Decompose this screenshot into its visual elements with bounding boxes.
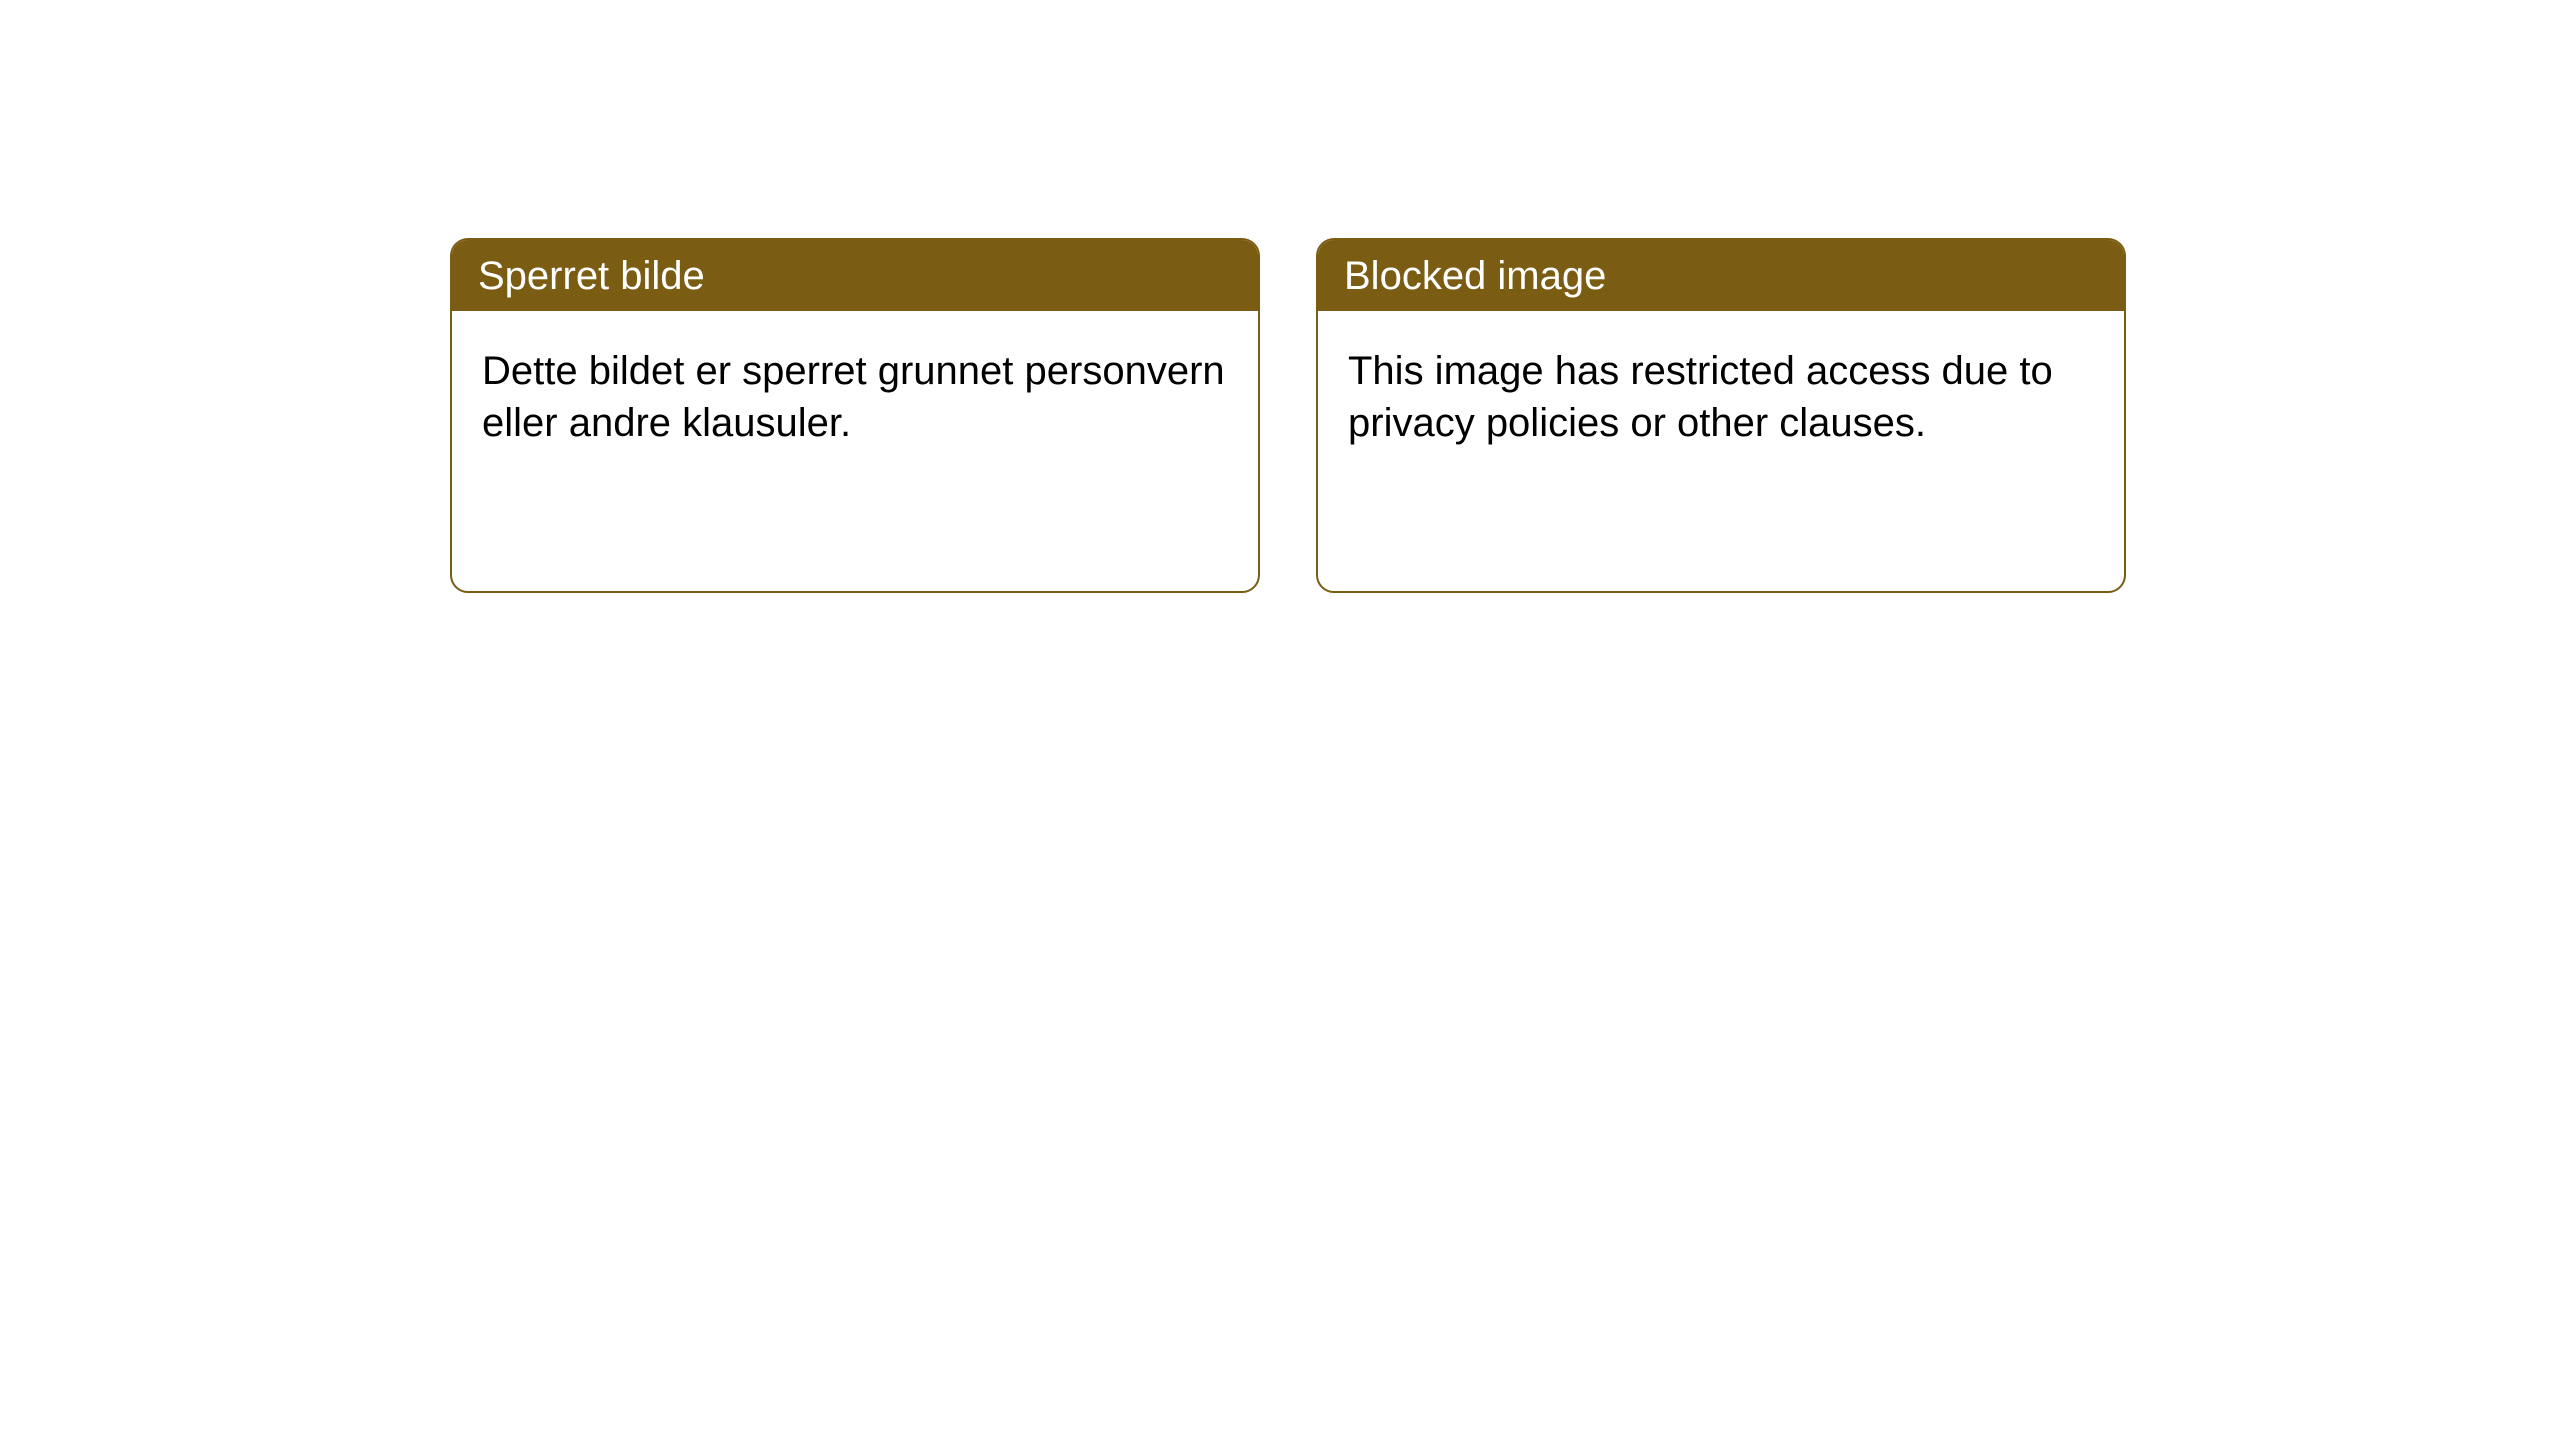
card-body-text: Dette bildet er sperret grunnet personve… — [452, 311, 1258, 591]
notice-card-english: Blocked image This image has restricted … — [1316, 238, 2126, 593]
card-title: Sperret bilde — [452, 240, 1258, 311]
card-body-text: This image has restricted access due to … — [1318, 311, 2124, 591]
notice-card-norwegian: Sperret bilde Dette bildet er sperret gr… — [450, 238, 1260, 593]
notice-cards-container: Sperret bilde Dette bildet er sperret gr… — [450, 238, 2560, 593]
card-title: Blocked image — [1318, 240, 2124, 311]
